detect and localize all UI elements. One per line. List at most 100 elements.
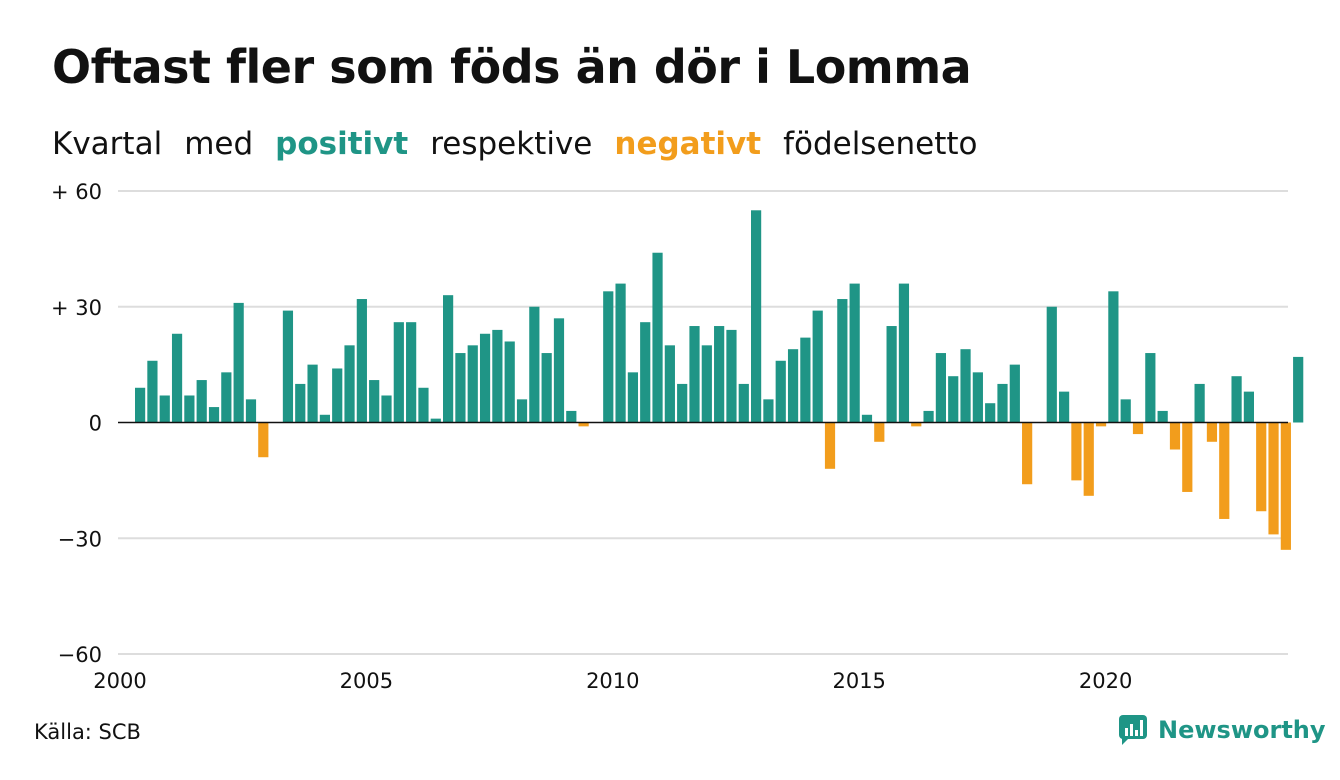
- bar-positive: [418, 387, 429, 423]
- bar-positive: [159, 395, 170, 423]
- y-tick-label: −30: [58, 527, 102, 551]
- bar-positive: [1145, 353, 1156, 423]
- bar-positive: [344, 345, 355, 423]
- bar-positive: [443, 295, 454, 423]
- subtitle-positive-label: positivt: [275, 126, 409, 162]
- newsworthy-logo-icon: [1119, 715, 1147, 745]
- subtitle-word: födelsenetto: [783, 126, 978, 162]
- bar-positive: [960, 349, 971, 423]
- bar-positive: [184, 395, 195, 423]
- x-tick-label: 2005: [340, 669, 393, 693]
- newsworthy-logo: Newsworthy: [1118, 714, 1326, 746]
- bar-positive: [369, 380, 380, 423]
- bar-positive: [208, 407, 220, 423]
- bar-negative: [1095, 422, 1107, 427]
- y-tick-label: + 30: [51, 296, 102, 320]
- bar-negative: [1071, 422, 1082, 481]
- bar-positive: [430, 418, 441, 423]
- bar-negative: [1256, 422, 1267, 512]
- bar-positive: [640, 322, 651, 423]
- bar-positive: [467, 345, 478, 423]
- bar-negative: [1132, 422, 1144, 435]
- bar-positive: [479, 333, 491, 423]
- bar-negative: [578, 422, 589, 427]
- bar-positive: [566, 410, 577, 423]
- brand-name: Newsworthy: [1158, 716, 1326, 744]
- bar-positive: [171, 333, 183, 423]
- bar-positive: [664, 345, 675, 423]
- chart-subtitle: Kvartal med positivt respektive negativt föde…: [52, 126, 1000, 162]
- bar-negative: [1268, 422, 1279, 535]
- bar-negative: [1022, 422, 1033, 485]
- bar-positive: [233, 302, 244, 423]
- bar-positive: [787, 349, 799, 423]
- bar-positive: [1231, 376, 1242, 423]
- y-tick-label: + 60: [51, 180, 102, 204]
- bar-positive: [738, 383, 749, 423]
- x-tick-label: 2010: [586, 669, 639, 693]
- bar-positive: [196, 380, 207, 423]
- bar-negative: [874, 422, 885, 442]
- bar-positive: [529, 306, 540, 423]
- bar-positive: [985, 403, 996, 423]
- bar-positive: [516, 399, 528, 423]
- x-tick-label: 2000: [93, 669, 146, 693]
- bar-positive: [307, 364, 318, 423]
- bar-positive: [898, 283, 910, 423]
- bar-positive: [1243, 391, 1254, 423]
- bar-positive: [775, 360, 786, 423]
- bar-negative: [1182, 422, 1193, 492]
- bar-positive: [997, 383, 1008, 423]
- bar-positive: [1120, 399, 1131, 423]
- bar-positive: [553, 318, 565, 423]
- bar-positive: [615, 283, 626, 423]
- bar-positive: [677, 383, 688, 423]
- bar-positive: [492, 329, 503, 423]
- bar-positive: [1108, 291, 1119, 423]
- bar-negative: [1169, 422, 1181, 450]
- bar-positive: [603, 291, 614, 423]
- bar-positive: [356, 299, 367, 423]
- bar-layer: [118, 210, 1304, 550]
- bar-negative: [1083, 422, 1094, 496]
- bar-positive: [455, 353, 466, 423]
- bar-negative: [824, 422, 836, 469]
- bar-positive: [393, 322, 404, 423]
- bar-positive: [381, 395, 392, 423]
- subtitle-word: med: [184, 126, 254, 162]
- bar-positive: [948, 376, 959, 423]
- bar-positive: [652, 252, 663, 423]
- y-tick-label: −60: [58, 643, 102, 667]
- bar-positive: [701, 345, 712, 423]
- bar-positive: [1157, 410, 1168, 423]
- bar-negative: [1206, 422, 1218, 442]
- source-note: Källa: SCB: [34, 720, 141, 744]
- subtitle-word: respektive: [430, 126, 593, 162]
- bar-positive: [1059, 391, 1070, 423]
- bar-positive: [812, 310, 823, 423]
- bar-positive: [541, 353, 552, 423]
- grid-layer: [118, 190, 1288, 655]
- bar-positive: [714, 326, 725, 423]
- bar-positive: [1194, 383, 1205, 423]
- bar-negative: [1219, 422, 1230, 519]
- bar-positive: [886, 326, 897, 423]
- bar-positive: [935, 353, 946, 423]
- bar-positive: [726, 329, 737, 423]
- bar-positive: [849, 283, 860, 423]
- y-tick-label: 0: [89, 412, 102, 436]
- chart-title: Oftast fler som föds än dör i Lomma: [52, 40, 972, 94]
- bar-positive: [861, 414, 873, 423]
- bar-positive: [763, 399, 774, 423]
- bar-positive: [295, 383, 306, 423]
- bar-positive: [627, 372, 638, 423]
- bar-positive: [972, 372, 983, 423]
- bar-positive: [1293, 356, 1304, 423]
- bar-positive: [837, 299, 848, 423]
- bar-positive: [245, 399, 257, 423]
- bar-positive: [800, 337, 811, 423]
- bar-positive: [221, 372, 232, 423]
- subtitle-word: Kvartal: [52, 126, 163, 162]
